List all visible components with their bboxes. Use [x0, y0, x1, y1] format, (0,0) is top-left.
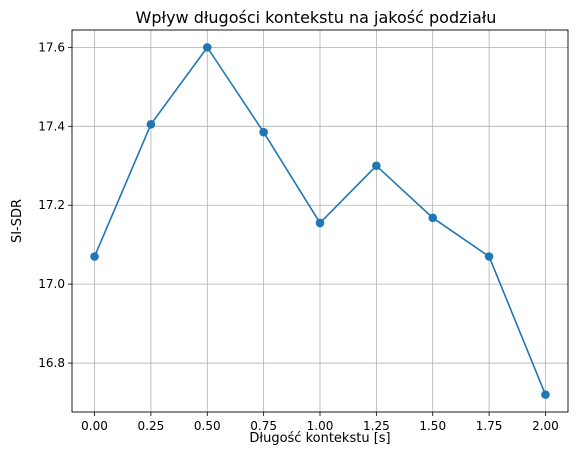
- data-point: [541, 390, 550, 399]
- y-axis-ticks: 16.8 17.0 17.2 17.4 17.6: [38, 40, 72, 370]
- x-tick-label: 0.75: [250, 419, 277, 433]
- data-point: [428, 213, 438, 223]
- x-tick-label: 0.25: [138, 419, 165, 433]
- data-point: [315, 218, 325, 228]
- data-point: [372, 161, 381, 171]
- x-tick-label: 0.00: [81, 419, 108, 433]
- y-tick-label: 17.0: [38, 277, 65, 291]
- data-point: [202, 43, 212, 52]
- y-tick-label: 17.4: [38, 119, 65, 133]
- y-tick-label: 17.2: [38, 198, 65, 212]
- x-axis-ticks: 0.00 0.25 0.50 0.75 1.00 1.25 1.50 1.75 2.00: [81, 412, 559, 433]
- y-tick-label: 17.6: [38, 40, 65, 54]
- x-tick-label: 1.00: [307, 419, 334, 433]
- y-tick-label: 16.8: [38, 356, 65, 370]
- x-axis-label: Długość kontekstu [s]: [249, 431, 390, 446]
- x-tick-label: 1.50: [419, 419, 446, 433]
- chart-title: Wpływ długości kontekstu na jakość podzi…: [136, 8, 497, 27]
- data-point: [90, 252, 99, 261]
- data-point: [484, 252, 494, 261]
- series-layer: [90, 43, 550, 399]
- x-tick-label: 1.25: [363, 419, 390, 433]
- x-tick-label: 2.00: [532, 419, 559, 433]
- y-axis-label: SI-SDR: [10, 199, 25, 243]
- x-tick-label: 1.75: [476, 419, 503, 433]
- data-point: [146, 120, 156, 129]
- x-tick-label: 0.50: [194, 419, 221, 433]
- data-point: [259, 127, 268, 137]
